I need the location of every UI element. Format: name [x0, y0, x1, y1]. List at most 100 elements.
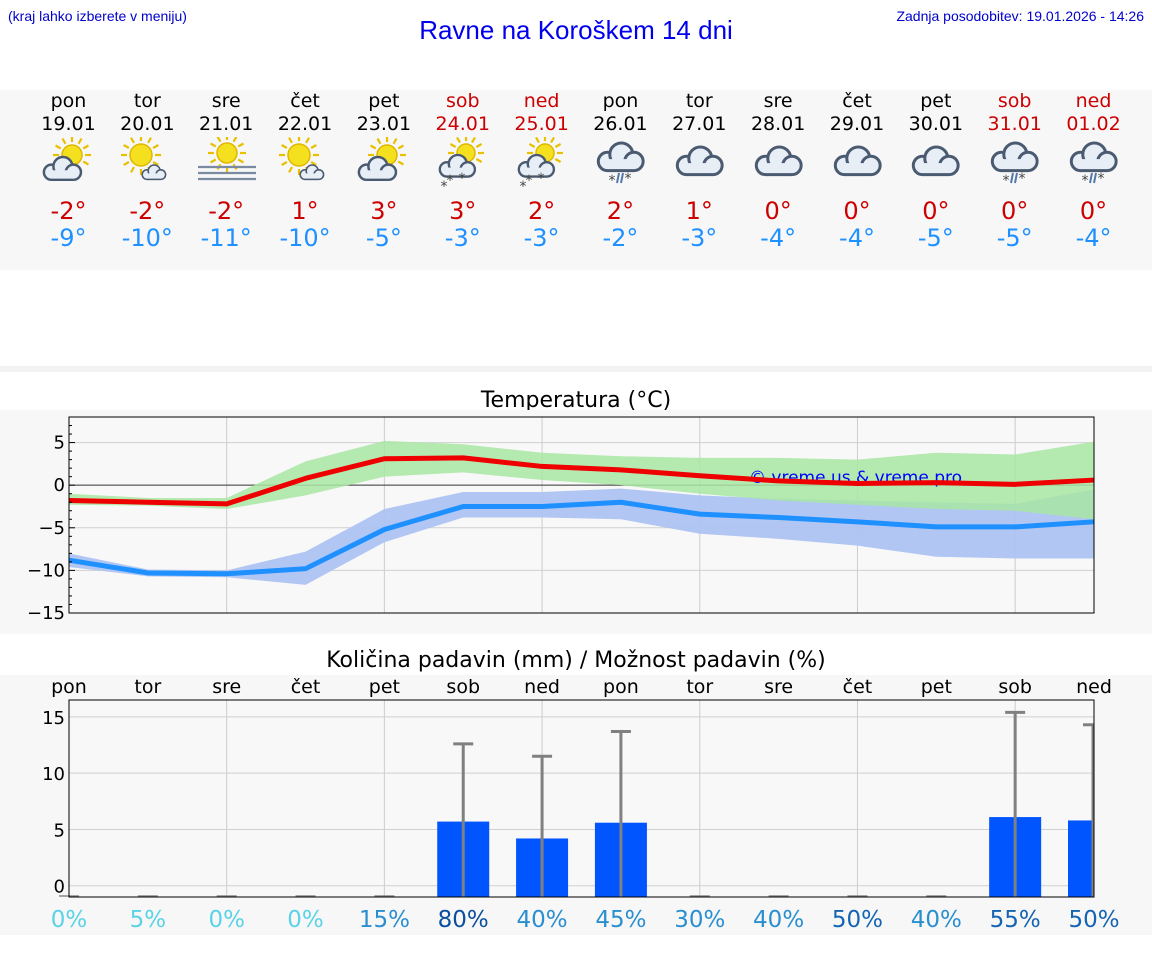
cloud-shape — [912, 145, 960, 177]
day-label: ned — [524, 676, 560, 698]
rain-drop-mark — [1089, 172, 1094, 184]
temp-min: -5° — [917, 224, 954, 252]
plot-area — [69, 700, 1094, 897]
precip-probability: 30% — [674, 907, 725, 933]
day-label: pet — [921, 676, 952, 698]
cloud-shape — [833, 145, 882, 177]
day-columns: pon 19.01 -2° -9° tor 20.01 -2° -10° sre 21.01 -2°… — [0, 90, 1152, 270]
sun-fog-icon — [197, 134, 256, 187]
plot-frame — [68, 416, 1095, 614]
mostly-sunny-icon — [119, 135, 177, 187]
y-tick-label: 5 — [54, 433, 65, 454]
rain-drop-mark — [1014, 172, 1019, 184]
snowflake-mark: * — [1082, 173, 1089, 187]
snowflake-mark: * — [520, 179, 527, 187]
cloud-shape — [754, 145, 803, 177]
day-name: sre — [211, 90, 241, 112]
cloud-shape — [675, 145, 724, 177]
partly-cloudy-icon — [40, 136, 98, 187]
temp-max: 1° — [291, 197, 319, 225]
temp-min: -4° — [839, 224, 875, 252]
temp-min: -11° — [200, 224, 252, 252]
day-label: čet — [291, 676, 321, 698]
temperature-chart-title: Temperatura (°C) — [480, 388, 672, 413]
location-hint: (kraj lahko izberete v meniju) — [8, 8, 187, 24]
snowflake-mark: * — [624, 171, 631, 187]
plot-frame — [68, 699, 1095, 898]
precip-probability: 45% — [595, 907, 646, 933]
snowflake-mark: * — [1019, 171, 1026, 187]
day-column: sob 24.01 * * * 3° -3° — [423, 90, 502, 270]
cloudy-icon — [907, 137, 965, 187]
day-name: tor — [685, 90, 713, 112]
day-name: pon — [602, 90, 639, 112]
precip-probability: 5% — [130, 907, 167, 933]
day-date: 31.01 — [987, 113, 1042, 135]
temp-min: -4° — [760, 224, 797, 252]
rain-drop-mark — [615, 172, 620, 184]
day-column: tor 20.01 -2° -10° — [108, 90, 187, 270]
temp-max: 3° — [449, 197, 477, 225]
day-name: sre — [763, 90, 793, 112]
precip-probability: 0% — [51, 907, 88, 933]
cloud-shape — [141, 164, 167, 181]
temp-max: -2° — [50, 197, 87, 225]
temp-min: -3° — [444, 224, 481, 252]
day-name: sob — [445, 90, 480, 112]
day-label: tor — [686, 676, 713, 698]
temp-min: -5° — [996, 224, 1033, 252]
day-name: ned — [1075, 90, 1112, 112]
day-name: čet — [290, 90, 320, 112]
precipitation-chart-title: Količina padavin (mm) / Možnost padavin … — [326, 648, 826, 673]
temp-max: 1° — [685, 197, 713, 225]
precip-probability: 0% — [287, 907, 324, 933]
temp-min: -10° — [121, 224, 173, 252]
day-name: pet — [368, 90, 400, 112]
temp-max: 0° — [1079, 197, 1108, 225]
partly-cloudy-snow-icon: * * * — [434, 135, 492, 195]
min-temp-line — [68, 499, 1095, 577]
snowflake-mark: * — [1098, 171, 1105, 187]
day-date: 20.01 — [120, 113, 175, 135]
day-date: 28.01 — [750, 113, 806, 135]
day-date: 25.01 — [514, 113, 569, 135]
day-column: čet 22.01 1° -10° — [266, 90, 345, 270]
day-column: pet 30.01 0° -5° — [896, 90, 975, 270]
max-temp-band — [69, 440, 1094, 520]
day-date: 30.01 — [908, 113, 964, 135]
day-name: pet — [920, 90, 952, 112]
snowflake-mark: * — [459, 171, 466, 187]
day-label: sob — [998, 676, 1032, 698]
day-label: sre — [212, 676, 241, 698]
rain-drop-mark — [1010, 172, 1015, 184]
day-label: tor — [134, 676, 161, 698]
precip-probability: 40% — [753, 907, 804, 933]
cloud-shape — [438, 153, 477, 178]
temp-max: 0° — [843, 197, 871, 225]
temp-min: -3° — [681, 224, 718, 252]
temp-max: 2° — [606, 197, 635, 225]
y-tick-label: 15 — [42, 708, 65, 729]
temp-max: -2° — [129, 197, 166, 225]
y-tick-label: 10 — [42, 764, 65, 785]
mostly-sunny-icon — [277, 135, 335, 187]
snowflake-mark: * — [441, 179, 448, 187]
day-date: 24.01 — [435, 113, 490, 135]
day-column: pon 19.01 -2° -9° — [29, 90, 108, 270]
y-tick-label: 0 — [54, 877, 65, 898]
precip-probability: 40% — [517, 907, 568, 933]
precip-probability: 50% — [832, 907, 883, 933]
day-name: sob — [997, 90, 1032, 112]
day-label: pet — [369, 676, 400, 698]
day-date: 23.01 — [356, 113, 412, 135]
day-label: sob — [446, 676, 480, 698]
day-column: čet 29.01 0° -4° — [818, 90, 897, 270]
rain-drop-mark — [619, 172, 624, 184]
day-label: pon — [51, 676, 87, 698]
snowflake-mark: * — [1003, 173, 1010, 187]
day-date: 29.01 — [829, 113, 885, 135]
sun-shape — [207, 134, 246, 172]
day-date: 19.01 — [41, 113, 96, 135]
rain-drop-mark — [1093, 172, 1098, 184]
